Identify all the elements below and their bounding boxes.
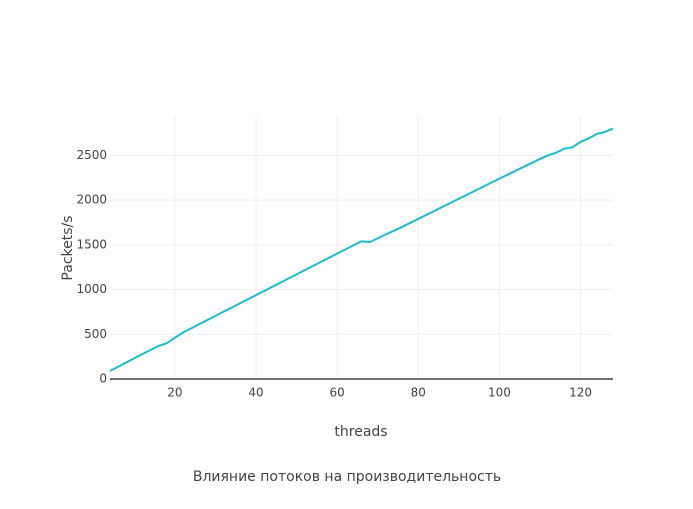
x-tick-label: 60 [330, 386, 345, 400]
chart-title: Влияние потоков на производительность [193, 469, 501, 485]
y-tick-label: 2000 [76, 193, 107, 207]
x-tick-label: 20 [167, 386, 182, 400]
y-tick-label: 0 [99, 372, 107, 386]
y-tick-label: 1500 [76, 237, 107, 251]
y-tick-label: 500 [84, 327, 107, 341]
x-axis-title: threads [334, 424, 387, 440]
y-tick-label: 2500 [76, 148, 107, 162]
y-axis-title: Packets/s [60, 215, 76, 280]
x-tick-label: 100 [488, 386, 511, 400]
x-tick-label: 40 [248, 386, 263, 400]
x-tick-label: 80 [411, 386, 426, 400]
data-line [109, 127, 614, 372]
x-tick-label: 120 [569, 386, 592, 400]
y-tick-label: 1000 [76, 282, 107, 296]
